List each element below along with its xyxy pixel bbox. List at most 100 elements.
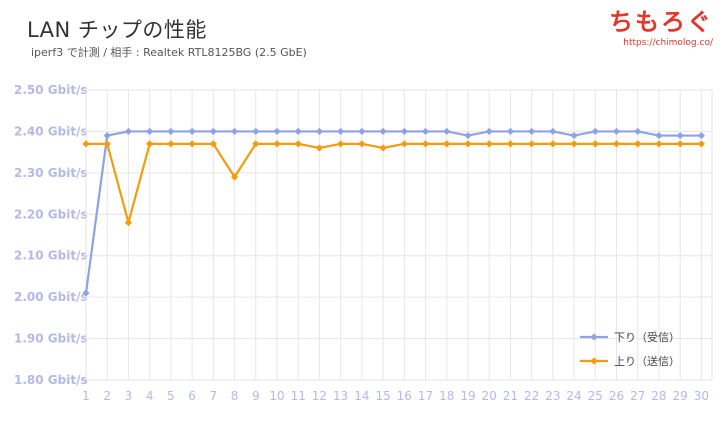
- data-point: [528, 140, 536, 148]
- brand-url: https://chimolog.co/: [623, 38, 713, 48]
- data-point: [506, 140, 515, 148]
- data-point: [612, 140, 621, 148]
- y-tick-label: 1.80 Gbit/s: [14, 373, 88, 387]
- data-point: [634, 127, 642, 136]
- legend-marker: [590, 333, 598, 341]
- data-point: [82, 289, 90, 297]
- x-tick-label: 10: [269, 389, 284, 403]
- data-point: [337, 127, 345, 136]
- data-point: [400, 127, 408, 136]
- chart-subtitle: iperf3 で計測 / 相手 : Realtek RTL8125BG (2.5…: [31, 46, 307, 59]
- data-point: [124, 218, 133, 227]
- data-point: [294, 127, 302, 136]
- x-tick-label: 22: [524, 389, 539, 403]
- data-point: [464, 131, 472, 140]
- data-point: [676, 140, 684, 148]
- data-point: [655, 140, 663, 148]
- data-point: [124, 127, 133, 136]
- data-point: [506, 127, 515, 136]
- data-point: [549, 127, 557, 136]
- data-point: [655, 131, 663, 140]
- x-tick-label: 12: [312, 389, 327, 403]
- brand-watermark: ちもろぐ https://chimolog.co/: [609, 6, 713, 48]
- data-point: [167, 140, 175, 148]
- data-point: [591, 140, 599, 148]
- x-tick-label: 14: [354, 389, 369, 403]
- data-point: [82, 140, 90, 148]
- x-tick-label: 27: [630, 389, 645, 403]
- x-tick-label: 18: [439, 389, 454, 403]
- data-point: [167, 127, 175, 136]
- data-point: [146, 127, 154, 136]
- data-point: [337, 140, 345, 148]
- data-point: [209, 127, 217, 136]
- data-point: [103, 131, 111, 140]
- x-tick-label: 7: [210, 389, 218, 403]
- legend-marker: [590, 357, 598, 365]
- x-tick-label: 6: [188, 389, 196, 403]
- data-point: [103, 140, 111, 148]
- data-point: [421, 140, 430, 148]
- data-point: [421, 127, 430, 136]
- data-point: [230, 173, 239, 181]
- x-tick-label: 2: [103, 389, 111, 403]
- data-point: [443, 127, 451, 136]
- legend-label: 下り（受信）: [614, 331, 680, 344]
- data-point: [443, 140, 451, 148]
- data-point: [570, 140, 578, 148]
- x-tick-label: 3: [125, 389, 133, 403]
- data-point: [146, 140, 154, 148]
- data-point: [252, 127, 260, 136]
- y-tick-label: 2.40 Gbit/s: [14, 124, 88, 138]
- data-point: [315, 127, 324, 136]
- data-point: [485, 140, 493, 148]
- series-line-download: [84, 130, 702, 294]
- x-tick-label: 25: [588, 389, 603, 403]
- y-tick-label: 1.90 Gbit/s: [14, 332, 88, 346]
- y-tick-label: 2.10 Gbit/s: [14, 249, 88, 263]
- x-tick-label: 16: [397, 389, 412, 403]
- data-point: [315, 144, 324, 152]
- data-point: [209, 140, 217, 148]
- brand-logo: ちもろぐ: [609, 8, 713, 36]
- data-point: [230, 127, 239, 136]
- x-tick-label: 26: [609, 389, 624, 403]
- y-tick-label: 2.30 Gbit/s: [14, 166, 88, 180]
- x-tick-label: 4: [146, 389, 154, 403]
- x-tick-label: 23: [545, 389, 560, 403]
- data-point: [358, 127, 366, 136]
- data-point: [358, 140, 366, 148]
- x-tick-label: 15: [375, 389, 390, 403]
- x-tick-label: 11: [291, 389, 306, 403]
- x-tick-label: 30: [694, 389, 709, 403]
- y-tick-label: 2.00 Gbit/s: [14, 290, 88, 304]
- data-point: [188, 127, 196, 136]
- x-tick-label: 19: [460, 389, 475, 403]
- x-tick-label: 21: [503, 389, 518, 403]
- data-point: [294, 140, 302, 148]
- data-point: [188, 140, 196, 148]
- data-point: [634, 140, 642, 148]
- data-point: [379, 127, 387, 136]
- data-point: [273, 140, 281, 148]
- data-point: [549, 140, 557, 148]
- x-tick-label: 20: [482, 389, 497, 403]
- y-tick-label: 2.20 Gbit/s: [14, 207, 88, 221]
- x-tick-label: 8: [231, 389, 239, 403]
- x-tick-label: 1: [82, 389, 90, 403]
- chart-title: LAN チップの性能: [27, 18, 207, 42]
- x-tick-label: 29: [673, 389, 688, 403]
- data-point: [612, 127, 621, 136]
- data-point: [591, 127, 599, 136]
- data-point: [273, 127, 281, 136]
- data-point: [676, 131, 684, 140]
- x-tick-label: 28: [651, 389, 666, 403]
- data-point: [252, 140, 260, 148]
- data-point: [379, 144, 387, 152]
- data-point: [697, 140, 705, 148]
- data-point: [570, 131, 578, 140]
- x-tick-label: 9: [252, 389, 260, 403]
- x-tick-label: 13: [333, 389, 348, 403]
- data-point: [464, 140, 472, 148]
